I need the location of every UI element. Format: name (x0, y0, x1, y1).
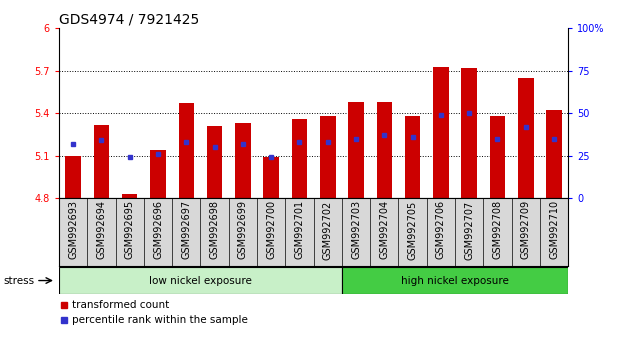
Bar (292, 119, 307, 198)
Bar (122, 194, 137, 198)
Bar (263, 157, 279, 198)
Text: GSM992693: GSM992693 (68, 200, 78, 259)
Text: GSM992696: GSM992696 (153, 200, 163, 259)
Bar (150, 150, 166, 198)
Bar (490, 116, 505, 198)
Text: GSM992697: GSM992697 (181, 200, 191, 259)
Text: GSM992703: GSM992703 (351, 200, 361, 259)
Text: GSM992709: GSM992709 (521, 200, 531, 259)
Text: GSM992698: GSM992698 (210, 200, 220, 259)
Text: GSM992695: GSM992695 (125, 200, 135, 259)
Text: GSM992700: GSM992700 (266, 200, 276, 259)
Text: GSM992702: GSM992702 (323, 200, 333, 259)
Bar (405, 116, 420, 198)
Text: low nickel exposure: low nickel exposure (149, 275, 252, 286)
Bar (348, 102, 364, 198)
Bar (207, 126, 222, 198)
Bar (59, 267, 342, 294)
Text: high nickel exposure: high nickel exposure (401, 275, 509, 286)
Text: GSM992708: GSM992708 (492, 200, 502, 259)
Bar (320, 116, 335, 198)
Text: stress: stress (3, 275, 34, 286)
Bar (433, 67, 449, 198)
Bar (376, 102, 392, 198)
Text: GSM992705: GSM992705 (407, 200, 417, 259)
Bar (518, 78, 533, 198)
Text: GSM992707: GSM992707 (465, 200, 474, 259)
Bar (178, 103, 194, 198)
Text: GSM992699: GSM992699 (238, 200, 248, 259)
Bar (461, 68, 477, 198)
Bar (94, 125, 109, 198)
Text: GSM992704: GSM992704 (379, 200, 389, 259)
Bar (65, 156, 81, 198)
Text: GSM992694: GSM992694 (96, 200, 106, 259)
Text: GSM992701: GSM992701 (294, 200, 304, 259)
Bar (342, 267, 568, 294)
Text: GSM992706: GSM992706 (436, 200, 446, 259)
Text: transformed count: transformed count (71, 299, 169, 309)
Text: percentile rank within the sample: percentile rank within the sample (71, 315, 248, 325)
Bar (235, 123, 251, 198)
Text: GSM992710: GSM992710 (549, 200, 559, 259)
Text: GDS4974 / 7921425: GDS4974 / 7921425 (59, 12, 199, 27)
Bar (546, 110, 562, 198)
